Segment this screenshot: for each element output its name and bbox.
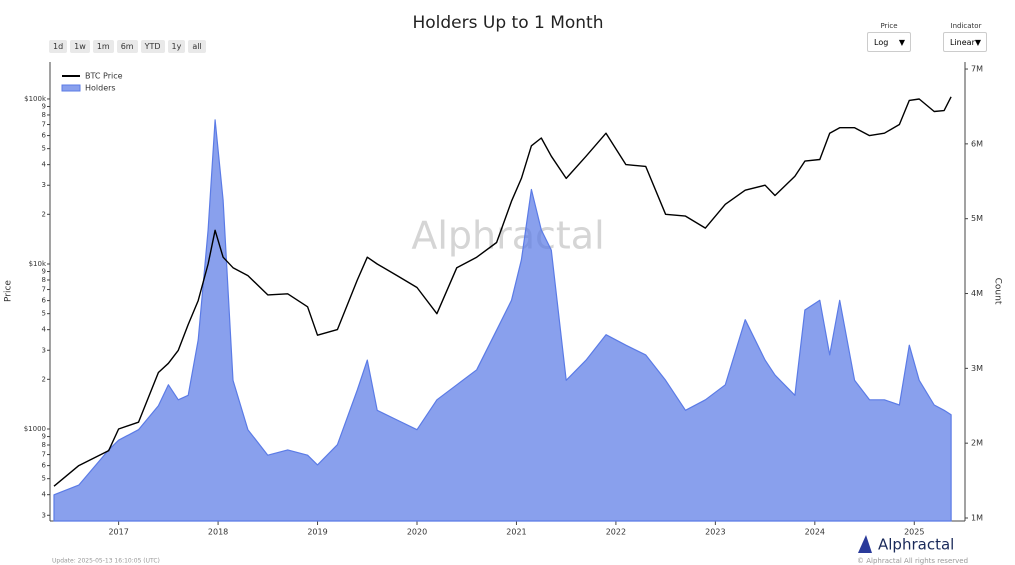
y-tick-label: 7 bbox=[42, 451, 46, 459]
x-tick-label: 2019 bbox=[307, 528, 327, 537]
y-tick-label: 4 bbox=[42, 491, 47, 499]
x-tick-label: 2022 bbox=[606, 528, 626, 537]
y-tick-label: 9 bbox=[42, 268, 46, 276]
y2-tick-label: 3M bbox=[971, 364, 983, 373]
indicator-label: Indicator bbox=[950, 22, 982, 30]
y-tick-label: 8 bbox=[42, 276, 46, 284]
y-tick-label: $100k bbox=[24, 95, 47, 103]
range-button[interactable]: 1m bbox=[92, 40, 114, 53]
y-tick-label: 2 bbox=[42, 210, 46, 218]
y-tick-label: 7 bbox=[42, 121, 46, 129]
brand-logo: Alphractal bbox=[878, 536, 954, 554]
range-button[interactable]: 1y bbox=[167, 40, 186, 53]
y-tick-label: 6 bbox=[42, 297, 47, 305]
y-tick-label: 8 bbox=[42, 111, 46, 119]
legend-swatch bbox=[61, 84, 81, 92]
y-tick-label: 3 bbox=[42, 346, 46, 354]
dropdown-arrow[interactable]: ▼ bbox=[974, 38, 981, 47]
legend-label: Holders bbox=[85, 84, 116, 93]
price-label: Price bbox=[880, 22, 898, 30]
y-tick-label: 9 bbox=[42, 433, 46, 441]
y2-tick-label: 7M bbox=[971, 65, 983, 74]
y2-tick-label: 1M bbox=[971, 514, 983, 523]
legend-label: BTC Price bbox=[85, 72, 123, 81]
y2-tick-label: 2M bbox=[971, 439, 983, 448]
watermark: Alphractal bbox=[411, 214, 604, 258]
x-tick-label: 2024 bbox=[805, 528, 825, 537]
holders-area bbox=[53, 119, 952, 522]
y2-tick-label: 5M bbox=[971, 214, 983, 223]
indicator-dropdown[interactable]: Linear ▼ bbox=[943, 32, 987, 52]
price-line bbox=[53, 96, 952, 487]
x-tick-label: 2020 bbox=[407, 528, 427, 537]
x-tick-label: 2021 bbox=[506, 528, 526, 537]
y-tick-label: 7 bbox=[42, 286, 46, 294]
update-time: Update: 2025-05-13 16:10:05 (UTC) bbox=[52, 558, 160, 565]
y-tick-label: 5 bbox=[42, 145, 46, 153]
y-tick-label: $1000 bbox=[24, 425, 46, 433]
y-tick-label: 3 bbox=[42, 181, 46, 189]
y-tick-label: 5 bbox=[42, 475, 46, 483]
range-button[interactable]: 1w bbox=[70, 40, 90, 53]
range-button[interactable]: 1d bbox=[49, 40, 68, 53]
x-tick-label: 2017 bbox=[108, 528, 128, 537]
y-tick-label: 9 bbox=[42, 103, 46, 111]
range-button[interactable]: 6m bbox=[116, 40, 138, 53]
y-axis-title: Price bbox=[4, 280, 14, 302]
copyright: © Alphractal All rights reserved bbox=[857, 557, 968, 565]
y-tick-label: $10k bbox=[29, 260, 47, 268]
y2-tick-label: 6M bbox=[971, 139, 983, 148]
chart-title: Holders Up to 1 Month bbox=[412, 13, 603, 33]
price-dropdown[interactable]: Log ▼ bbox=[867, 32, 911, 52]
y-tick-label: 4 bbox=[42, 161, 47, 169]
x-tick-label: 2018 bbox=[208, 528, 228, 537]
range-button[interactable]: YTD bbox=[140, 40, 165, 53]
brand-icon bbox=[858, 535, 872, 553]
y-tick-label: 2 bbox=[42, 375, 46, 383]
range-button[interactable]: all bbox=[188, 40, 206, 53]
y-tick-label: 3 bbox=[42, 511, 46, 519]
y2-axis-title: Count bbox=[993, 278, 1003, 305]
dropdown-arrow[interactable]: ▼ bbox=[898, 38, 905, 47]
y-tick-label: 5 bbox=[42, 310, 46, 318]
y-tick-label: 6 bbox=[42, 132, 47, 140]
x-tick-label: 2023 bbox=[705, 528, 725, 537]
y-tick-label: 6 bbox=[42, 462, 47, 470]
y-tick-label: 4 bbox=[42, 326, 47, 334]
y-tick-label: 8 bbox=[42, 441, 46, 449]
x-tick-label: 2025 bbox=[904, 528, 924, 537]
y2-tick-label: 4M bbox=[971, 289, 983, 298]
